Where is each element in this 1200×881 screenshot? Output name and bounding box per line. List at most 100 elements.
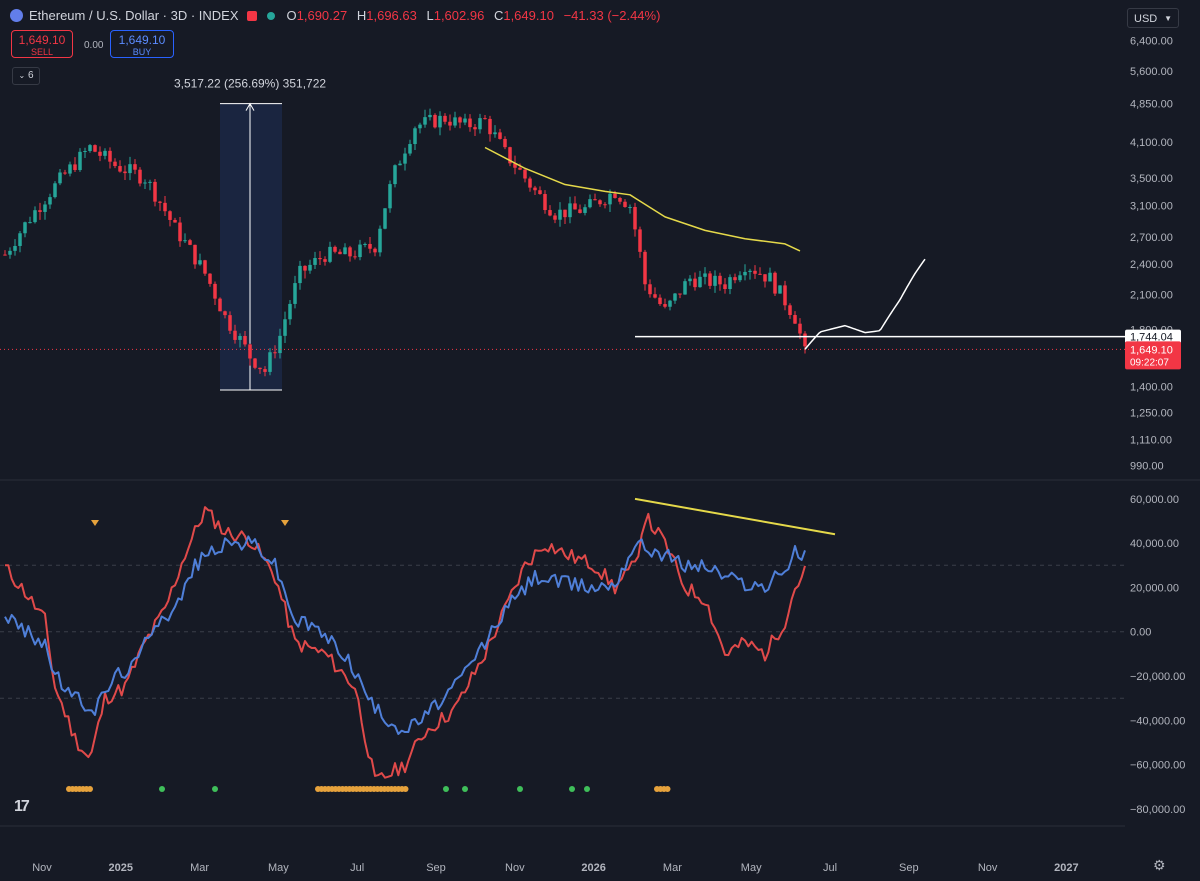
candle-body <box>298 265 302 284</box>
time-axis-tick: Nov <box>978 862 998 874</box>
candle-body <box>323 259 327 262</box>
candle-body <box>418 124 422 129</box>
candle-body <box>753 270 757 274</box>
buy-label: BUY <box>132 47 152 57</box>
candle-body <box>183 240 187 242</box>
candle-body <box>538 190 542 195</box>
candle-body <box>128 164 132 174</box>
candle-body <box>508 147 512 164</box>
candle-body <box>798 323 802 334</box>
candle-body <box>793 315 797 324</box>
sell-button[interactable]: 1,649.10 SELL <box>11 30 73 58</box>
support-price-label: 1,744.04 <box>1130 332 1173 344</box>
time-axis-tick: Nov <box>32 862 52 874</box>
currency-value: USD <box>1134 13 1158 25</box>
candle-body <box>78 151 82 171</box>
candle-body <box>748 270 752 272</box>
candle-body <box>718 275 722 285</box>
candle-body <box>583 207 587 213</box>
candle-body <box>783 285 787 306</box>
candle-body <box>423 117 427 125</box>
oscillator-axis-tick: −40,000.00 <box>1130 715 1185 727</box>
candle-body <box>398 163 402 166</box>
candle-body <box>513 163 517 168</box>
candle-body <box>338 251 342 255</box>
candle-body <box>788 305 792 316</box>
candle-body <box>223 311 227 316</box>
buy-price: 1,649.10 <box>118 33 166 47</box>
measure-label: 3,517.22 (256.69%) 351,722 <box>174 77 326 91</box>
ethereum-icon <box>10 9 23 22</box>
price-axis-tick: 2,100.00 <box>1130 289 1173 301</box>
candle-body <box>483 118 487 120</box>
candle-body <box>518 167 522 170</box>
candle-body <box>383 208 387 229</box>
close-value: 1,649.10 <box>503 8 554 23</box>
candle-body <box>368 243 372 249</box>
candle-body <box>378 228 382 253</box>
candle-body <box>648 284 652 295</box>
candle-body <box>343 247 347 255</box>
time-axis-tick: Sep <box>426 862 446 874</box>
time-axis-tick: May <box>741 862 762 874</box>
tradingview-logo-icon: 17 <box>14 798 30 815</box>
buy-button[interactable]: 1,649.10 BUY <box>110 30 174 58</box>
signal-green-dot <box>212 786 218 792</box>
candle-body <box>608 193 612 205</box>
moving-average-line <box>484 146 801 252</box>
candle-body <box>203 260 207 274</box>
candle-body <box>393 165 397 185</box>
signal-green-dot <box>569 786 575 792</box>
candle-body <box>358 244 362 258</box>
signal-orange-dot <box>402 786 409 792</box>
candle-body <box>633 206 637 230</box>
candle-body <box>43 204 47 212</box>
candle-body <box>498 132 502 139</box>
candle-body <box>253 358 257 368</box>
candle-body <box>573 203 577 210</box>
chevron-down-icon: ⌄ <box>18 71 26 80</box>
candle-body <box>108 150 112 162</box>
signal-triangle-marker <box>91 520 99 526</box>
price-axis-tick: 1,400.00 <box>1130 382 1173 394</box>
candle-body <box>728 277 732 290</box>
candle-body <box>328 246 332 262</box>
candle-body <box>708 273 712 286</box>
candle-body <box>693 278 697 288</box>
candle-body <box>138 169 142 184</box>
signal-orange-dot <box>664 786 671 792</box>
candle-body <box>103 150 107 156</box>
candle-body <box>3 254 7 256</box>
candle-body <box>23 222 27 234</box>
gear-icon[interactable]: ⚙ <box>1153 857 1166 873</box>
candle-body <box>58 172 62 184</box>
signal-triangle-marker <box>281 520 289 526</box>
candle-body <box>548 210 552 216</box>
chevron-down-icon: ▼ <box>1164 14 1172 23</box>
price-axis-tick: 1,250.00 <box>1130 407 1173 419</box>
currency-select[interactable]: USD ▼ <box>1127 8 1179 28</box>
candle-body <box>293 283 297 304</box>
candle-body <box>8 250 12 255</box>
candle-body <box>668 300 672 307</box>
time-axis-tick: 2027 <box>1054 862 1078 874</box>
candle-body <box>113 161 117 167</box>
candle-body <box>308 264 312 271</box>
candle-body <box>63 172 67 174</box>
candle-body <box>303 265 307 271</box>
symbol-title[interactable]: Ethereum / U.S. Dollar · 3D · INDEX <box>29 8 239 23</box>
candle-body <box>148 181 152 183</box>
candle-body <box>478 118 482 130</box>
candle-body <box>558 209 562 220</box>
sell-label: SELL <box>30 47 54 57</box>
candle-body <box>533 187 537 191</box>
candle-body <box>218 298 222 312</box>
oscillator-red-line <box>4 506 806 779</box>
countdown-label: 09:22:07 <box>1130 357 1169 368</box>
candle-body <box>683 281 687 295</box>
candle-body <box>373 248 377 253</box>
indicators-toggle-button[interactable]: ⌄ 6 <box>12 67 40 85</box>
candle-body <box>768 272 772 282</box>
